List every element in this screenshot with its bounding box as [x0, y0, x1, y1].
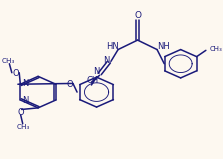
Text: CH₃: CH₃: [210, 46, 223, 52]
Text: N: N: [103, 56, 109, 65]
Text: O: O: [17, 108, 24, 117]
Text: N: N: [93, 67, 100, 76]
Text: N: N: [22, 96, 29, 105]
Text: CH₃: CH₃: [2, 58, 15, 64]
Text: CH₃: CH₃: [17, 124, 30, 130]
Text: N: N: [22, 79, 28, 88]
Text: CH: CH: [86, 76, 99, 85]
Text: O: O: [12, 69, 19, 79]
Text: NH: NH: [157, 42, 170, 51]
Text: O: O: [134, 11, 141, 20]
Text: HN: HN: [107, 42, 119, 51]
Text: O: O: [67, 80, 73, 89]
